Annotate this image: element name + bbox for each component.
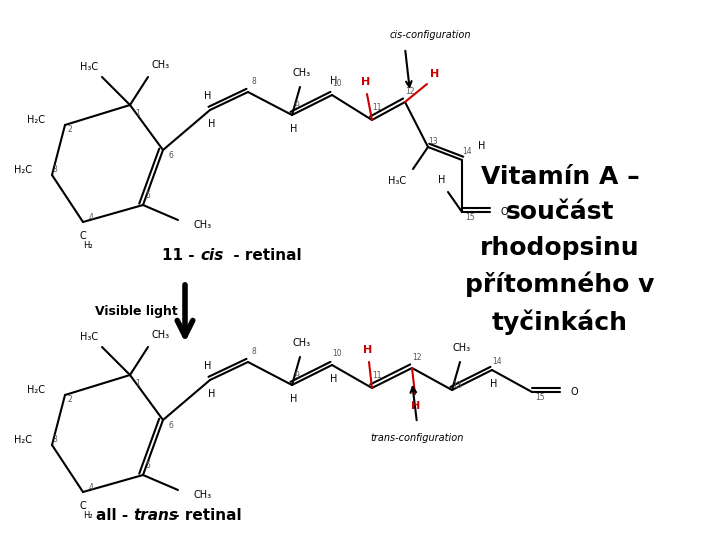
Text: H₂: H₂ — [84, 241, 93, 251]
Text: 6: 6 — [168, 421, 174, 429]
Text: 9: 9 — [294, 100, 300, 110]
Text: C: C — [80, 501, 86, 511]
Text: 4: 4 — [89, 483, 94, 491]
Text: CH₃: CH₃ — [152, 330, 170, 340]
Text: all -: all - — [96, 508, 133, 523]
Text: 5: 5 — [145, 461, 150, 469]
Text: 2: 2 — [68, 125, 73, 134]
Text: 14: 14 — [462, 147, 472, 157]
Text: trans: trans — [133, 508, 178, 523]
Text: cis: cis — [200, 247, 223, 262]
Text: H: H — [364, 345, 373, 355]
Text: 10: 10 — [332, 348, 342, 357]
Text: - retinal: - retinal — [228, 247, 302, 262]
Text: 2: 2 — [68, 395, 73, 404]
Text: H: H — [438, 175, 446, 185]
Text: CH₃: CH₃ — [453, 343, 471, 353]
Text: H: H — [490, 379, 498, 389]
Text: 3: 3 — [53, 165, 58, 174]
Text: H: H — [290, 394, 297, 404]
Text: Vitamín A –
součást
rhodopsinu
přítomného v
tyčinkách: Vitamín A – součást rhodopsinu přítomnéh… — [465, 165, 654, 335]
Text: CH₃: CH₃ — [193, 490, 211, 500]
Text: 12: 12 — [413, 354, 422, 362]
Text: H₂C: H₂C — [27, 115, 45, 125]
Text: 4: 4 — [89, 213, 94, 221]
Text: H: H — [330, 76, 338, 86]
Text: 12: 12 — [405, 87, 415, 97]
Text: 1: 1 — [135, 109, 140, 118]
Text: trans-configuration: trans-configuration — [370, 433, 464, 443]
Text: O: O — [500, 207, 508, 217]
Text: 3: 3 — [53, 435, 58, 444]
Text: H₃C: H₃C — [80, 62, 98, 72]
Text: H₃C: H₃C — [388, 176, 406, 186]
Text: CH₃: CH₃ — [293, 68, 311, 78]
Text: H: H — [411, 401, 420, 411]
Text: 5: 5 — [145, 191, 150, 199]
Text: H: H — [330, 374, 338, 384]
Text: 13: 13 — [452, 381, 462, 389]
Text: 11: 11 — [372, 372, 382, 381]
Text: H₂: H₂ — [84, 511, 93, 521]
Text: 15: 15 — [535, 393, 545, 402]
Text: Visible light: Visible light — [95, 306, 178, 319]
Text: 10: 10 — [332, 78, 342, 87]
Text: H: H — [208, 389, 216, 399]
Text: H: H — [204, 91, 212, 101]
Text: 15: 15 — [465, 213, 474, 221]
Text: H₂C: H₂C — [14, 435, 32, 445]
Text: - retinal: - retinal — [168, 508, 242, 523]
Text: CH₃: CH₃ — [152, 60, 170, 70]
Text: 8: 8 — [251, 78, 256, 86]
Text: H₂C: H₂C — [27, 385, 45, 395]
Text: 9: 9 — [294, 370, 300, 380]
Text: O: O — [570, 387, 578, 397]
Text: H: H — [431, 69, 440, 79]
Text: 11 -: 11 - — [162, 247, 200, 262]
Text: H: H — [361, 77, 371, 87]
Text: H: H — [478, 141, 486, 151]
Text: 1: 1 — [135, 379, 140, 388]
Text: 13: 13 — [428, 138, 438, 146]
Text: H: H — [208, 119, 216, 129]
Text: CH₃: CH₃ — [193, 220, 211, 230]
Text: H: H — [204, 361, 212, 371]
Text: H: H — [290, 124, 297, 134]
Text: C: C — [80, 231, 86, 241]
Text: H₃C: H₃C — [80, 332, 98, 342]
Text: 6: 6 — [168, 151, 174, 159]
Text: H₂C: H₂C — [14, 165, 32, 175]
Text: cis-configuration: cis-configuration — [390, 30, 472, 40]
Text: 8: 8 — [251, 348, 256, 356]
Text: CH₃: CH₃ — [293, 338, 311, 348]
Text: 11: 11 — [372, 104, 382, 112]
Text: 14: 14 — [492, 357, 502, 367]
